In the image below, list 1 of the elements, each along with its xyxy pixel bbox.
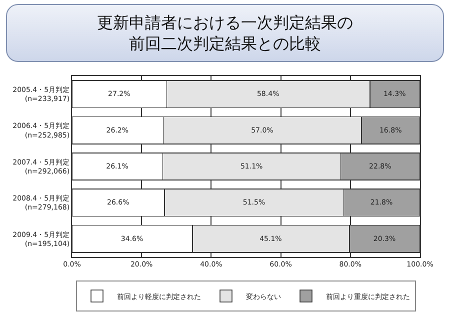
chart-title: 更新申請者における一次判定結果の前回二次判定結果との比較 bbox=[96, 12, 354, 54]
